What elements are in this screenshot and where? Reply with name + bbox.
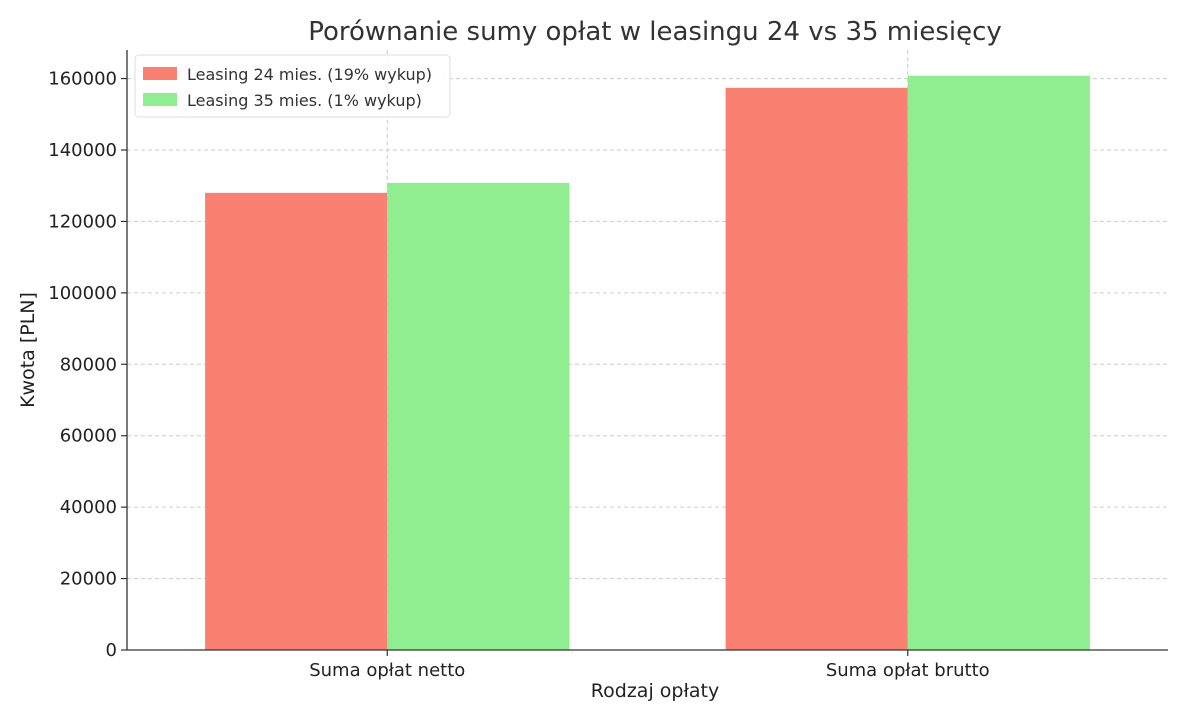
y-tick-label: 120000	[48, 211, 117, 232]
bar-series-1-category-2	[725, 87, 908, 651]
x-tick-label: Suma opłat netto	[309, 660, 465, 681]
y-tick-label: 40000	[60, 497, 117, 518]
legend: Leasing 24 mies. (19% wykup) Leasing 35 m…	[134, 54, 451, 118]
y-tick-label: 0	[106, 640, 117, 661]
y-tick-label: 20000	[60, 569, 117, 590]
y-tick-label: 100000	[48, 283, 117, 304]
bar-series-1-category-1	[205, 192, 388, 650]
bars	[205, 75, 1090, 651]
y-axis-label: Kwota [PLN]	[17, 292, 39, 408]
bar-series-2-category-2	[907, 75, 1090, 650]
tick-labels: 0 20000 40000 60000 80000 100000 120000 140000 1…	[48, 69, 989, 681]
x-tick-label: Suma opłat brutto	[826, 660, 990, 681]
legend-label: Leasing 24 mies. (19% wykup)	[187, 65, 432, 84]
chart-title: Porównanie sumy opłat w leasingu 24 vs 3…	[308, 17, 1002, 47]
y-tick-label: 60000	[60, 426, 117, 447]
x-axis-label: Rodzaj opłaty	[591, 680, 719, 702]
legend-swatch	[143, 67, 177, 80]
legend-swatch	[143, 93, 177, 106]
legend-box	[134, 54, 451, 118]
bar-series-2-category-1	[387, 182, 570, 650]
y-tick-label: 80000	[60, 354, 117, 375]
y-tick-label: 160000	[48, 69, 117, 90]
legend-label: Leasing 35 mies. (1% wykup)	[187, 91, 422, 110]
y-tick-label: 140000	[48, 140, 117, 161]
